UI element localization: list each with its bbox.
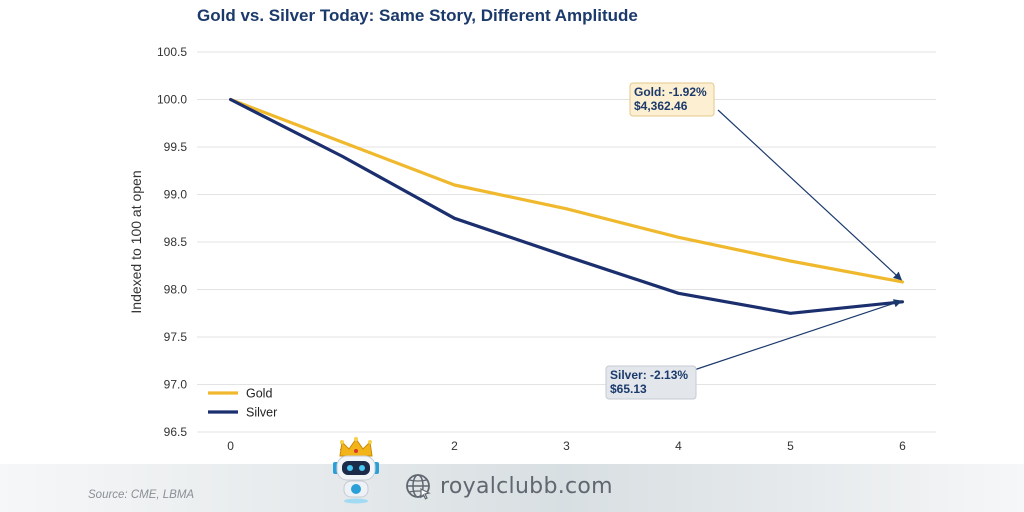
y-tick-label: 98.0 [164, 283, 188, 297]
y-tick-label: 97.5 [164, 330, 188, 344]
x-tick-label: 4 [675, 439, 682, 453]
y-tick-label: 99.0 [164, 188, 188, 202]
x-tick-label: 6 [899, 439, 906, 453]
footer-watermark-band [0, 464, 1024, 512]
annotation-change-gold: Gold: -1.92% [634, 85, 707, 99]
annotation-box-silver [605, 365, 697, 400]
annotation-price-silver: $65.13 [610, 382, 647, 396]
x-tick-label: 2 [451, 439, 458, 453]
globe-icon [406, 474, 431, 500]
legend-label-gold: Gold [246, 387, 272, 401]
y-tick-label: 100.5 [157, 45, 187, 59]
y-axis-label: Indexed to 100 at open [128, 170, 144, 313]
x-tick-label: 0 [227, 439, 234, 453]
annotation-box-gold [629, 82, 715, 117]
y-tick-label: 97.0 [164, 378, 188, 392]
legend-label-silver: Silver [246, 406, 277, 420]
x-tick-label: 3 [563, 439, 570, 453]
y-tick-label: 100.0 [157, 93, 187, 107]
y-tick-label: 96.5 [164, 425, 188, 439]
annotation-change-silver: Silver: -2.13% [610, 368, 688, 382]
watermark-text: royalclubb.com [440, 474, 613, 499]
y-tick-label: 98.5 [164, 235, 188, 249]
series-line-silver [229, 97, 905, 315]
x-tick-label: 5 [787, 439, 794, 453]
y-tick-label: 99.5 [164, 140, 188, 154]
robot-mascot-logo [333, 437, 379, 504]
annotation-arrow-gold [717, 109, 903, 281]
annotation-price-gold: $4,362.46 [634, 99, 688, 113]
series-line-gold [229, 97, 905, 284]
source-note: Source: CME, LBMA [88, 489, 195, 501]
annotation-arrow-silver [693, 299, 903, 371]
chart-title: Gold vs. Silver Today: Same Story, Diffe… [197, 6, 638, 25]
